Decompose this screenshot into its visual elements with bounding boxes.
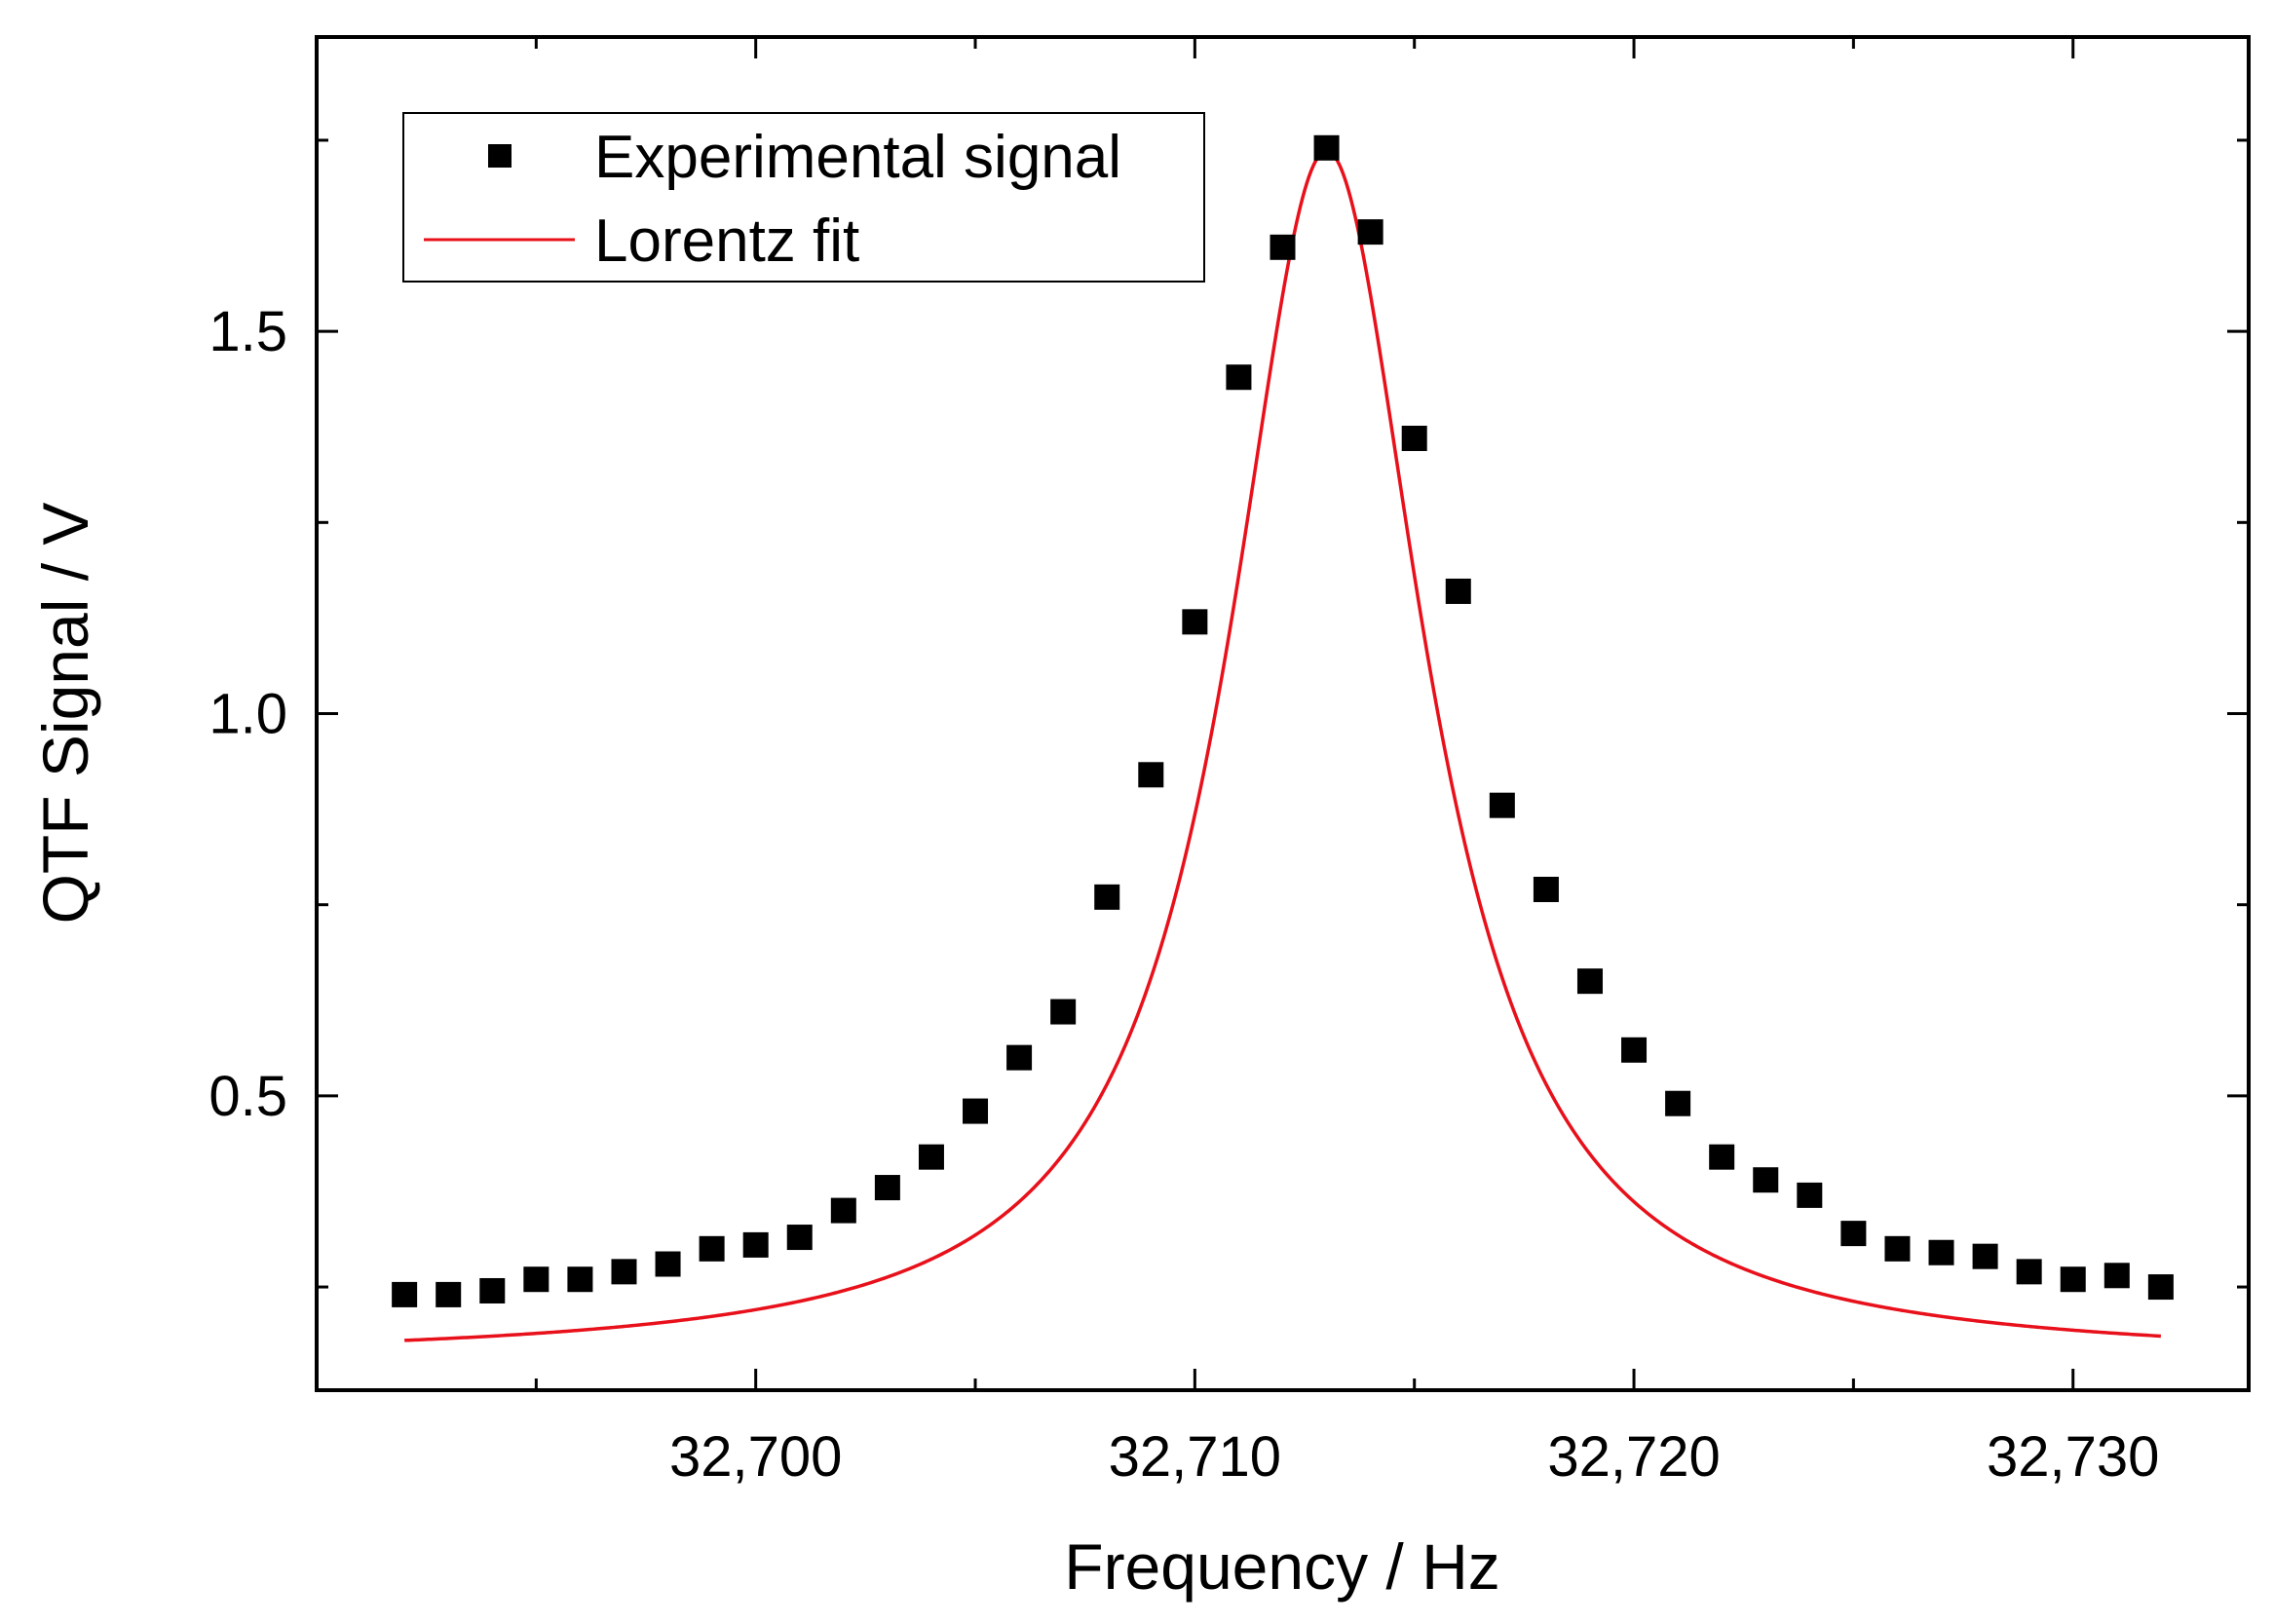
experimental-point bbox=[479, 1277, 506, 1303]
experimental-point bbox=[1709, 1144, 1735, 1170]
experimental-point bbox=[1533, 876, 1559, 902]
experimental-point bbox=[1972, 1243, 1998, 1269]
experimental-point bbox=[523, 1266, 550, 1293]
tick-labels: 32,700 32,710 32,720 32,730 0.5 1.0 1.5 bbox=[208, 300, 2159, 1489]
experimental-point bbox=[2060, 1266, 2086, 1293]
lorentz-fit-line bbox=[404, 149, 2161, 1342]
experimental-point bbox=[1665, 1090, 1691, 1116]
experimental-point bbox=[1050, 999, 1077, 1025]
experimental-point bbox=[699, 1235, 725, 1262]
experimental-point bbox=[1313, 134, 1340, 161]
experimental-point bbox=[436, 1281, 462, 1307]
experimental-point bbox=[1928, 1239, 1954, 1265]
experimental-point bbox=[918, 1144, 944, 1170]
experimental-point bbox=[1445, 578, 1471, 604]
experimental-point bbox=[830, 1197, 856, 1224]
experimental-point bbox=[1270, 234, 1296, 260]
fit-layer bbox=[404, 149, 2161, 1342]
experimental-point bbox=[1138, 762, 1164, 788]
experimental-point bbox=[1797, 1182, 1823, 1208]
experimental-point bbox=[567, 1266, 593, 1293]
y-axis-title: QTF Signal / V bbox=[29, 503, 101, 925]
experimental-point bbox=[1357, 219, 1383, 245]
experimental-point bbox=[392, 1281, 418, 1307]
experimental-point bbox=[742, 1231, 769, 1258]
x-tick-label: 32,710 bbox=[1109, 1425, 1281, 1489]
x-tick-label: 32,730 bbox=[1987, 1425, 2159, 1489]
x-tick-label: 32,700 bbox=[669, 1425, 842, 1489]
y-tick-label: 1.5 bbox=[208, 300, 287, 363]
experimental-point bbox=[963, 1098, 989, 1124]
legend: Experimental signal Lorentz fit bbox=[402, 112, 1205, 283]
experimental-point bbox=[2103, 1263, 2130, 1289]
experimental-point bbox=[655, 1251, 681, 1277]
experimental-point bbox=[1226, 364, 1252, 391]
experimental-point bbox=[1489, 792, 1515, 818]
experimental-point bbox=[1182, 609, 1208, 635]
legend-marker-experimental bbox=[488, 144, 512, 168]
experimental-point bbox=[2147, 1274, 2174, 1301]
experimental-point bbox=[1840, 1221, 1867, 1247]
experimental-point bbox=[786, 1225, 813, 1251]
experimental-point bbox=[611, 1259, 637, 1285]
y-tick-label: 0.5 bbox=[208, 1065, 287, 1128]
experimental-point bbox=[874, 1175, 900, 1201]
experimental-point bbox=[2016, 1259, 2042, 1285]
x-axis-title: Frequency / Hz bbox=[1064, 1530, 1500, 1603]
data-points bbox=[392, 134, 2174, 1307]
experimental-point bbox=[1401, 425, 1427, 451]
experimental-point bbox=[1576, 968, 1603, 995]
experimental-point bbox=[1006, 1044, 1033, 1071]
experimental-point bbox=[1753, 1167, 1779, 1193]
experimental-point bbox=[1884, 1235, 1911, 1262]
y-tick-label: 1.0 bbox=[208, 683, 287, 746]
legend-box bbox=[402, 112, 1205, 283]
experimental-point bbox=[1621, 1037, 1648, 1063]
legend-label-fit: Lorentz fit bbox=[594, 208, 859, 275]
legend-label-experimental: Experimental signal bbox=[594, 124, 1121, 191]
axis-ticks bbox=[317, 37, 2249, 1390]
experimental-point bbox=[1094, 884, 1120, 910]
x-tick-label: 32,720 bbox=[1547, 1425, 1720, 1489]
